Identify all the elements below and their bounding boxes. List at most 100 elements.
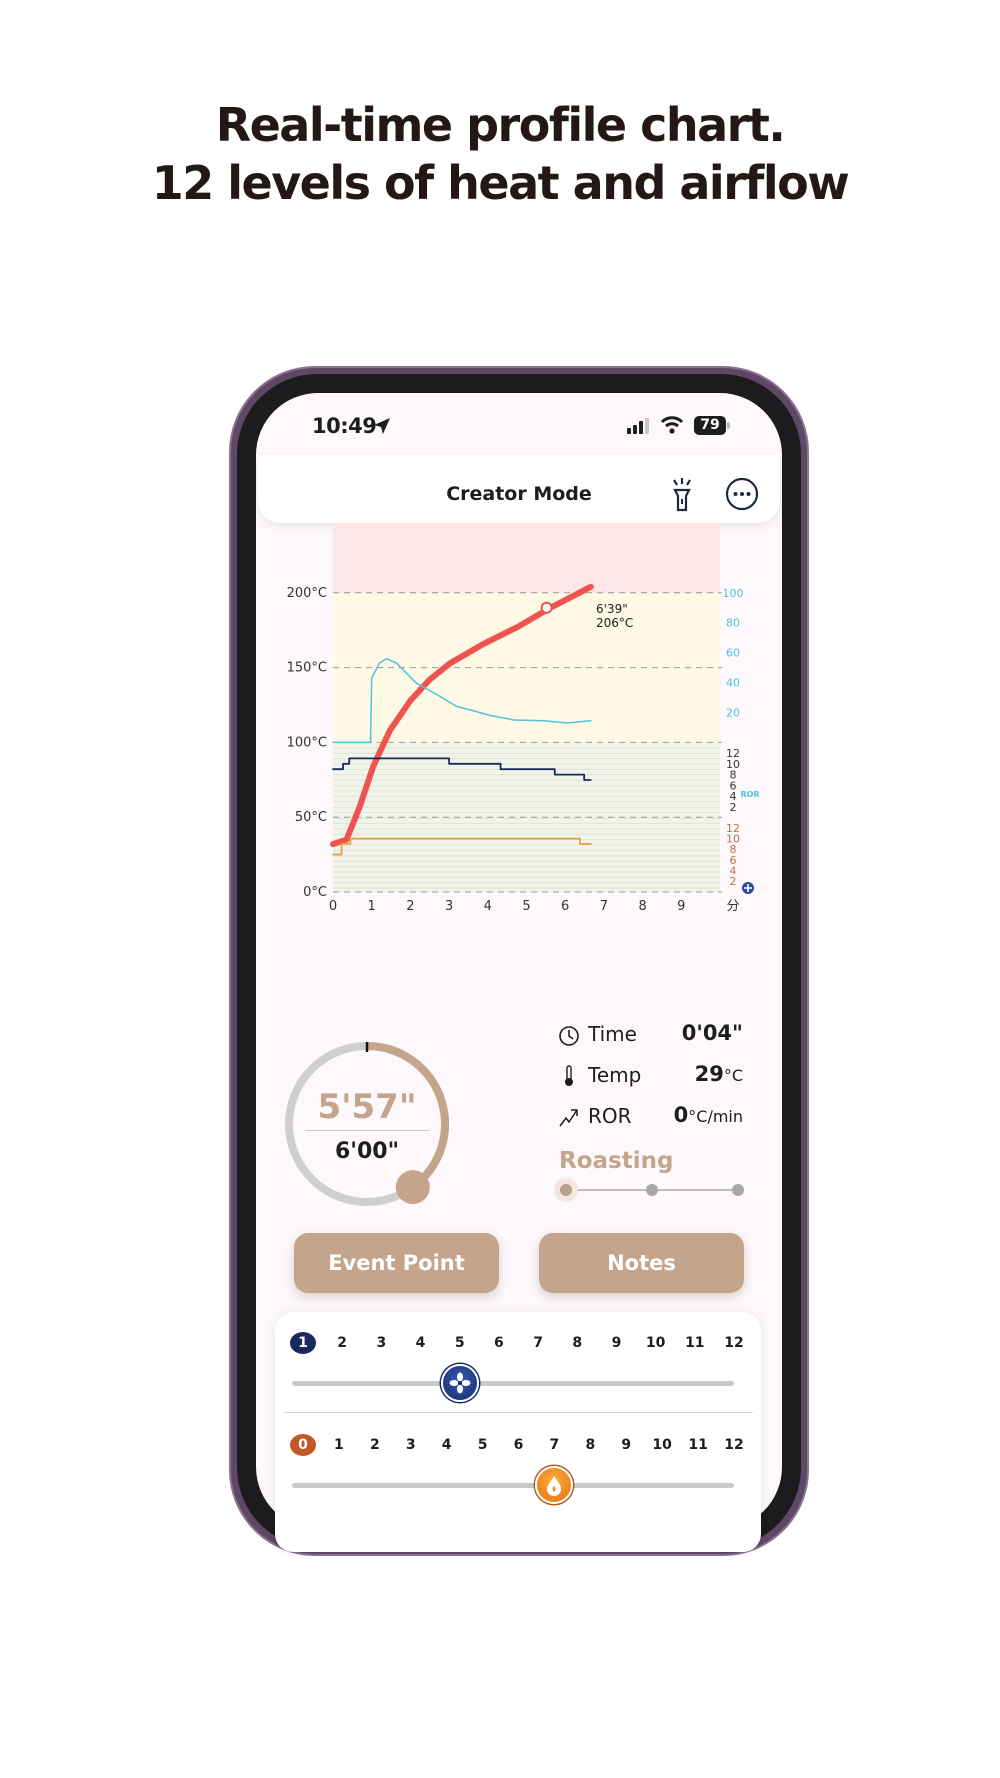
- y-tick-label: 150°C: [287, 661, 327, 676]
- y-tick-label: 50°C: [295, 810, 327, 825]
- level-label[interactable]: 0: [290, 1434, 316, 1456]
- temp-unit: °C: [723, 1066, 743, 1085]
- level-label[interactable]: 2: [337, 1335, 348, 1351]
- series-fan: [332, 757, 592, 781]
- level-label[interactable]: 4: [415, 1335, 426, 1351]
- level-label[interactable]: 8: [572, 1335, 583, 1351]
- series-bean_temp: [330, 583, 594, 848]
- heat-tick-label: 2: [730, 875, 737, 888]
- ror-tick-label: 40: [726, 677, 740, 690]
- flame-icon: [547, 1476, 562, 1496]
- level-label[interactable]: 2: [369, 1437, 380, 1453]
- timer-remaining: 5'57": [317, 1087, 417, 1127]
- level-label[interactable]: 6: [513, 1437, 524, 1453]
- level-label[interactable]: 10: [645, 1335, 666, 1351]
- thermometer-icon: [565, 1065, 573, 1086]
- ror-tick-label: 100: [723, 587, 744, 600]
- x-tick-label: 4: [484, 899, 492, 914]
- time-label: Time: [588, 1022, 637, 1046]
- x-tick-label: 3: [445, 899, 453, 914]
- end-time-label: 6'39": [596, 602, 628, 616]
- trend-up-icon: [559, 1109, 578, 1127]
- stage-progress[interactable]: [552, 1176, 752, 1206]
- ror-tick-label: 60: [726, 647, 740, 660]
- page-title: Creator Mode: [446, 483, 592, 505]
- wifi-icon: [660, 416, 684, 434]
- control-panel: [275, 1312, 761, 1552]
- level-label[interactable]: 5: [477, 1437, 488, 1453]
- y-tick-label: 0°C: [303, 885, 327, 900]
- x-tick-label: 9: [677, 899, 685, 914]
- chart-zone: [333, 523, 720, 593]
- event-point-button[interactable]: Event Point: [294, 1233, 499, 1293]
- x-tick-label: 6: [561, 899, 569, 914]
- more-icon[interactable]: [725, 477, 759, 511]
- y-tick-label: 100°C: [287, 735, 327, 750]
- level-label[interactable]: 8: [585, 1437, 596, 1453]
- x-unit-label: 分: [726, 899, 739, 914]
- heat-tick-label: 6: [730, 854, 737, 867]
- flashlight-icon[interactable]: [669, 476, 695, 512]
- x-tick-label: 0: [329, 899, 337, 914]
- temp-label: Temp: [588, 1063, 642, 1087]
- y-tick-label: 200°C: [287, 586, 327, 601]
- fan-slider-knob[interactable]: [440, 1364, 479, 1402]
- level-label[interactable]: 9: [611, 1335, 622, 1351]
- level-label[interactable]: 7: [549, 1437, 560, 1453]
- level-label[interactable]: 4: [441, 1437, 452, 1453]
- location-arrow-icon: [374, 418, 390, 434]
- fan-axis-icon: [742, 882, 754, 894]
- level-label[interactable]: 11: [685, 1335, 705, 1351]
- stage-step-3[interactable]: [732, 1184, 744, 1196]
- x-tick-label: 8: [638, 899, 646, 914]
- headline-line-2: 12 levels of heat and airflow: [151, 156, 850, 210]
- end-temp-label: 206°C: [596, 616, 633, 630]
- time-value: 0'04": [681, 1021, 743, 1045]
- header-bar: [258, 455, 780, 523]
- ror-value: 0°C/min: [620, 1103, 743, 1127]
- fan-slider-track[interactable]: [292, 1381, 734, 1386]
- fan-tick-label: 12: [726, 747, 740, 760]
- level-label[interactable]: 3: [405, 1437, 416, 1453]
- status-time: 10:49: [312, 414, 377, 438]
- ror-label: ROR: [588, 1104, 632, 1128]
- timer-knob[interactable]: [395, 1170, 430, 1205]
- level-label[interactable]: 11: [688, 1437, 708, 1453]
- fan-icon: [449, 1372, 471, 1394]
- level-label[interactable]: 6: [494, 1335, 504, 1351]
- fan-tick-label: 4: [730, 790, 737, 803]
- x-tick-label: 7: [600, 899, 608, 914]
- level-label[interactable]: 3: [376, 1335, 387, 1351]
- heat-tick-label: 4: [730, 864, 737, 877]
- fan-tick-label: 2: [730, 801, 737, 814]
- heat-tick-label: 12: [726, 822, 740, 835]
- y-tick-label: 250°C: [287, 523, 327, 526]
- x-tick-label: 5: [522, 899, 530, 914]
- heat-tick-label: 8: [730, 843, 737, 856]
- level-label[interactable]: 5: [454, 1335, 465, 1351]
- level-label[interactable]: 10: [652, 1437, 672, 1453]
- headline-line-1: Real-time profile chart.: [215, 98, 786, 152]
- heat-tick-label: 10: [726, 833, 740, 846]
- timer-divider: [305, 1130, 429, 1131]
- battery-icon: 79: [694, 416, 726, 435]
- level-label[interactable]: 1: [334, 1437, 344, 1453]
- x-tick-label: 1: [368, 899, 376, 914]
- level-label[interactable]: 12: [724, 1437, 744, 1453]
- level-label[interactable]: 7: [533, 1335, 543, 1351]
- level-label[interactable]: 12: [724, 1335, 744, 1351]
- heat-slider-track[interactable]: [292, 1483, 734, 1488]
- clock-icon: [559, 1026, 579, 1046]
- fan-tick-label: 8: [730, 769, 737, 782]
- stage-step-2[interactable]: [646, 1184, 658, 1196]
- x-tick-label: 2: [406, 899, 414, 914]
- timer-progress-arc: [366, 1042, 449, 1191]
- level-label[interactable]: 1: [290, 1332, 316, 1354]
- heat-slider-knob[interactable]: [535, 1466, 574, 1504]
- notes-button[interactable]: Notes: [539, 1233, 744, 1293]
- stage-label: Roasting: [559, 1148, 674, 1174]
- stage-step-1[interactable]: [560, 1184, 572, 1196]
- level-label[interactable]: 9: [621, 1437, 632, 1453]
- series-ror: [332, 657, 592, 744]
